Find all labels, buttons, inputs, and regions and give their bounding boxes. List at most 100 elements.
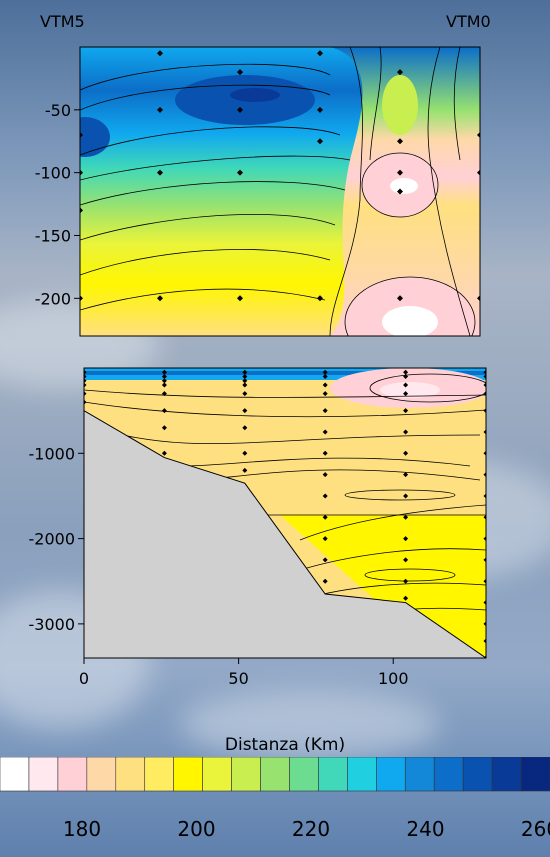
- sample-point: [242, 408, 248, 414]
- sample-point: [317, 295, 323, 302]
- colorbar-tick-label: 220: [292, 817, 330, 841]
- sample-point: [322, 450, 328, 456]
- sample-point: [317, 106, 323, 113]
- colorbar-swatch: [404, 757, 435, 792]
- sample-point: [483, 638, 486, 644]
- sample-point: [84, 374, 87, 380]
- colorbar-swatch: [86, 757, 117, 792]
- sample-point: [483, 600, 486, 606]
- sample-point: [403, 374, 409, 380]
- sample-point: [403, 557, 409, 563]
- sample-point: [322, 391, 328, 397]
- sample-point: [84, 391, 87, 397]
- y-tick-label: -50: [45, 101, 71, 120]
- sample-point: [397, 295, 403, 302]
- sample-point: [403, 493, 409, 499]
- sample-point: [161, 378, 167, 384]
- y-tick-label: -150: [35, 226, 71, 245]
- colorbar-tick-label: 200: [177, 817, 215, 841]
- y-tick-label: -2000: [29, 530, 76, 549]
- sample-point: [80, 169, 83, 176]
- sample-point: [322, 408, 328, 414]
- sample-point: [242, 425, 248, 431]
- sample-point: [242, 450, 248, 456]
- upper-contour-plot: -50 -100 -150 -200: [35, 46, 481, 337]
- sample-point: [161, 450, 167, 456]
- colorbar-swatch: [0, 757, 30, 792]
- sample-point: [237, 69, 243, 76]
- sample-point: [161, 425, 167, 431]
- sample-point: [483, 450, 486, 456]
- sample-point: [403, 514, 409, 520]
- sample-point: [317, 138, 323, 145]
- x-tick-label: 100: [378, 669, 409, 688]
- sample-point: [242, 369, 248, 375]
- colorbar-tick-label: 180: [63, 817, 101, 841]
- sample-point: [403, 369, 409, 375]
- sample-point: [397, 138, 403, 145]
- sample-point: [483, 557, 486, 563]
- sample-point: [403, 382, 409, 388]
- sample-point: [84, 378, 87, 384]
- colorbar: 180 200 220 240 260: [0, 757, 550, 841]
- sample-point: [317, 50, 323, 57]
- sample-point: [483, 472, 486, 478]
- sample-point: [483, 493, 486, 499]
- y-tick-label: -1000: [29, 444, 76, 463]
- sample-point: [80, 131, 83, 138]
- x-tick-label: 0: [79, 669, 89, 688]
- sample-point: [242, 391, 248, 397]
- sample-point: [403, 595, 409, 601]
- sample-point: [157, 295, 163, 302]
- colorbar-swatch: [173, 757, 203, 792]
- colorbar-swatch: [347, 757, 377, 792]
- colorbar-swatch: [231, 757, 261, 792]
- sample-point: [161, 369, 167, 375]
- sample-point: [242, 374, 248, 380]
- sample-point: [403, 408, 409, 414]
- sample-point: [403, 472, 409, 478]
- sample-point: [322, 472, 328, 478]
- lower-plot-frame: [83, 367, 487, 659]
- sample-point: [322, 493, 328, 499]
- sample-point: [84, 369, 87, 375]
- colorbar-swatch: [289, 757, 319, 792]
- colorbar-tick-label: 260: [521, 817, 550, 841]
- sample-point: [242, 467, 248, 473]
- sample-point: [403, 429, 409, 435]
- sample-point: [322, 557, 328, 563]
- colorbar-swatch: [28, 757, 59, 792]
- colorbar-swatch: [433, 757, 464, 792]
- sample-point: [84, 399, 87, 405]
- sample-point: [157, 169, 163, 176]
- upper-plot-frame: [79, 46, 481, 337]
- sample-point: [84, 382, 87, 388]
- sample-point: [483, 578, 486, 584]
- colorbar-swatch: [520, 757, 550, 792]
- colorbar-swatch: [376, 757, 406, 792]
- colorbar-tick-label: 240: [406, 817, 444, 841]
- sample-point: [477, 295, 480, 302]
- sample-point: [483, 514, 486, 520]
- sample-point: [322, 369, 328, 375]
- sample-point: [322, 578, 328, 584]
- colorbar-swatch: [462, 757, 493, 792]
- sample-point: [237, 295, 243, 302]
- sample-point: [157, 106, 163, 113]
- sample-point: [237, 169, 243, 176]
- sample-point: [242, 382, 248, 388]
- colorbar-swatch: [260, 757, 290, 792]
- x-tick-label: 50: [228, 669, 248, 688]
- y-tick-label: -3000: [29, 615, 76, 634]
- sample-point: [322, 374, 328, 380]
- colorbar-swatch: [491, 757, 522, 792]
- sample-point: [403, 536, 409, 542]
- sample-point: [403, 578, 409, 584]
- sample-point: [322, 382, 328, 388]
- sample-point: [483, 655, 486, 658]
- sample-point: [80, 295, 83, 302]
- sample-point: [397, 188, 403, 195]
- sample-point: [161, 382, 167, 388]
- station-label-right: VTM0: [446, 12, 491, 31]
- colorbar-swatch: [115, 757, 146, 792]
